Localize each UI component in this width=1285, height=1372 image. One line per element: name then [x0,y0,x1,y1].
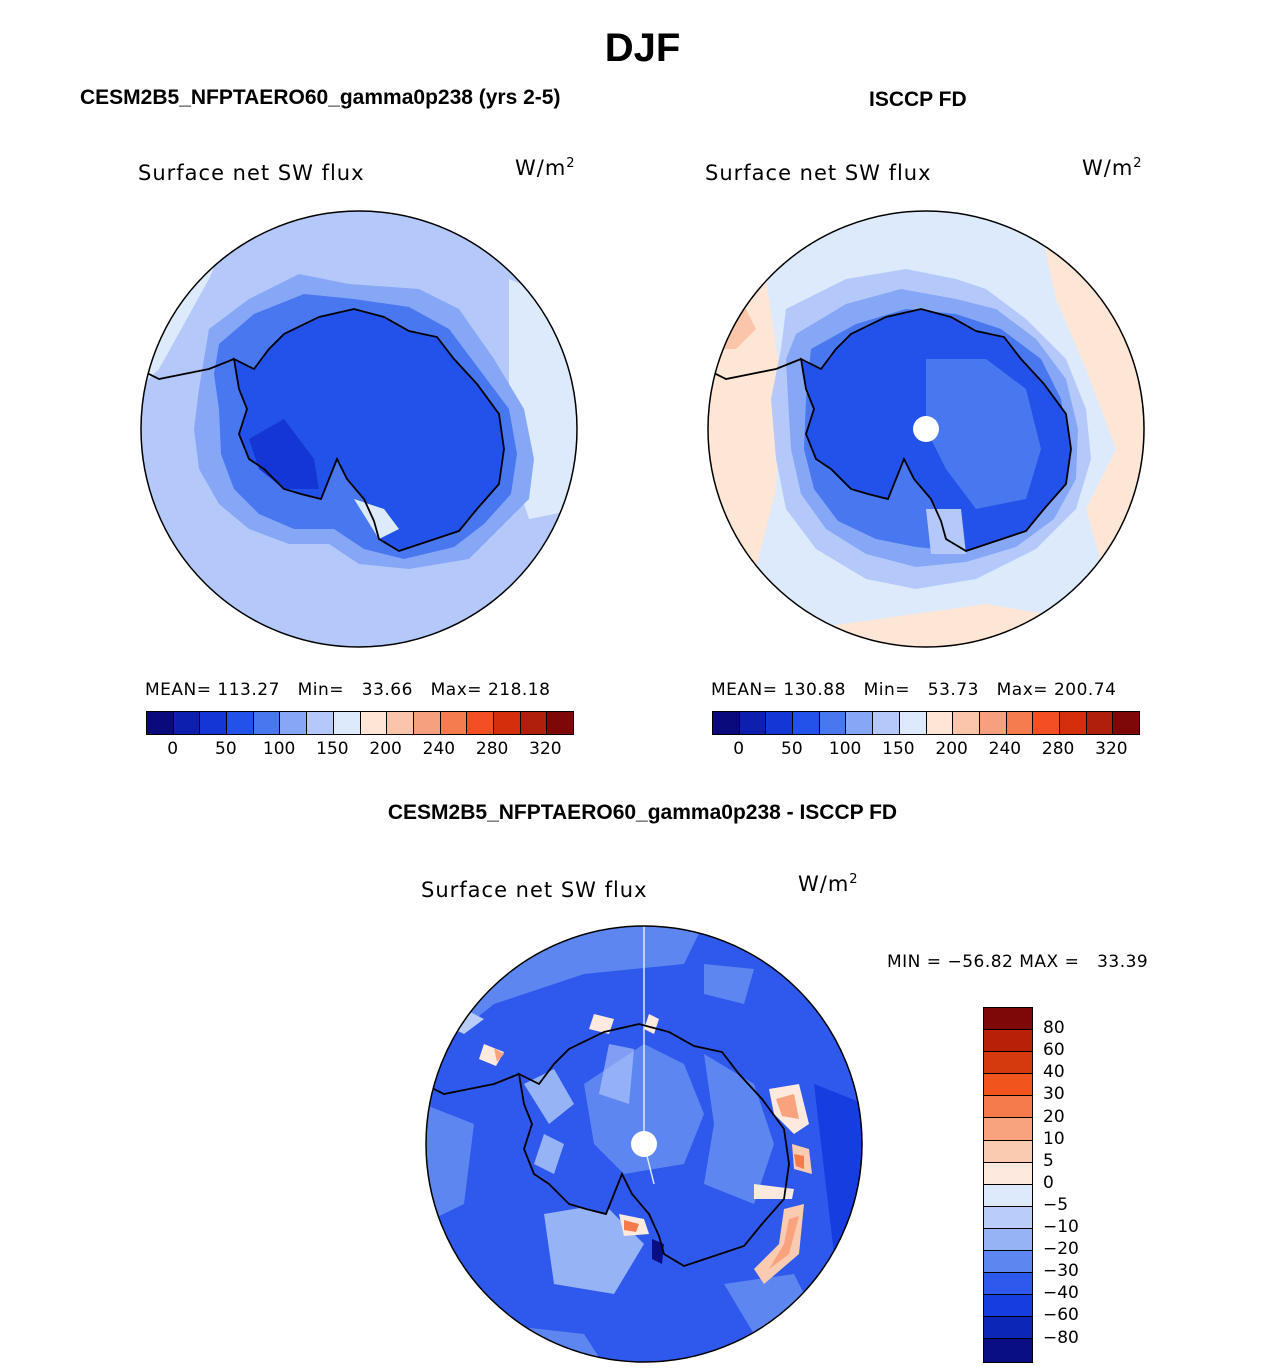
obs-colorbar-cell [1059,712,1087,734]
model-colorbar-cell [413,712,441,734]
diff-colorbar-cell [984,1162,1032,1185]
model-units: W/m2 [515,156,576,180]
diff-colorbar-cell [984,1096,1032,1119]
diff-colorbar-tick-label: −10 [1043,1217,1079,1237]
diff-units: W/m2 [798,872,859,896]
diff-colorbar-cell [984,1251,1032,1274]
diff-colorbar-cell [984,1008,1032,1031]
obs-colorbar-cell [1113,712,1139,734]
model-colorbar-tick-label: 100 [262,739,296,759]
model-colorbar-tick-label: 0 [167,739,179,759]
diff-colorbar-tick-label: −60 [1043,1305,1079,1326]
obs-colorbar-tick-label: 0 [733,739,745,759]
obs-colorbar-cell [873,712,900,734]
diff-colorbar-cell [984,1295,1032,1318]
diff-colorbar-cell [984,1052,1032,1075]
obs-map [707,210,1145,648]
model-colorbar [146,711,574,735]
obs-colorbar-tick-label: 320 [1095,739,1128,759]
model-colorbar-cell [387,712,414,734]
diff-colorbar-tick-label: −80 [1043,1327,1079,1348]
model-colorbar-cell [440,712,468,734]
model-colorbar-cell [360,712,388,734]
obs-colorbar-tick-label: 100 [828,739,862,759]
diff-variable-label: Surface net SW flux [421,878,648,902]
diff-colorbar-cell [984,1074,1032,1097]
diff-colorbar-tick-label: −20 [1043,1239,1079,1260]
diff-panel-title: CESM2B5_NFPTAERO60_gamma0p238 - ISCCP FD [387,801,898,824]
diff-colorbar-tick-label: 30 [1043,1084,1065,1105]
diff-colorbar-tick-label: 0 [1043,1172,1054,1193]
obs-colorbar-cell [793,712,820,734]
model-colorbar-cell [493,712,521,734]
obs-panel-title: ISCCP FD [869,88,967,111]
diff-colorbar [983,1007,1033,1363]
model-variable-label: Surface net SW flux [138,161,365,185]
model-colorbar-cell [227,712,254,734]
model-colorbar-cell [520,712,548,734]
diff-colorbar-tick-label: 5 [1043,1150,1054,1171]
obs-stats: MEAN= 130.88 Min= 53.73 Max= 200.74 [711,680,1117,700]
diff-colorbar-cell [984,1228,1032,1252]
obs-colorbar-cell [1006,712,1034,734]
diff-colorbar-cell [984,1184,1032,1207]
diff-colorbar-tick-label: 10 [1043,1128,1065,1149]
diff-colorbar-tick-label: 60 [1043,1040,1065,1061]
model-colorbar-tick-label: 150 [316,739,349,759]
obs-units: W/m2 [1082,156,1143,180]
model-colorbar-cell [547,712,573,734]
obs-colorbar-tick-label: 280 [1041,739,1075,759]
diff-colorbar-tick-label: 40 [1043,1062,1065,1083]
obs-colorbar-cell [953,712,980,734]
obs-colorbar [712,711,1140,735]
model-colorbar-tick-label: 50 [215,739,237,759]
diff-colorbar-cell [984,1030,1032,1053]
diff-colorbar-tick-label: 20 [1043,1106,1065,1127]
model-panel-title: CESM2B5_NFPTAERO60_gamma0p238 (yrs 2-5) [80,86,561,109]
model-colorbar-cell [333,712,361,734]
model-map [140,210,578,648]
model-colorbar-tick-label: 280 [475,739,509,759]
obs-colorbar-cell [819,712,847,734]
obs-colorbar-tick-label: 150 [882,739,915,759]
model-colorbar-cell [200,712,228,734]
obs-colorbar-cell [846,712,874,734]
model-colorbar-cell [280,712,308,734]
obs-colorbar-cell [1086,712,1114,734]
model-stats: MEAN= 113.27 Min= 33.66 Max= 218.18 [145,680,551,700]
model-colorbar-tick-label: 200 [369,739,402,759]
obs-variable-label: Surface net SW flux [705,161,932,185]
diff-map [425,925,863,1363]
obs-colorbar-cell [899,712,927,734]
diff-minmax: MIN = −56.82 MAX = 33.39 [887,952,1149,972]
model-colorbar-cell [147,712,174,734]
obs-colorbar-cell [1033,712,1060,734]
model-colorbar-cell [253,712,281,734]
obs-colorbar-cell [926,712,954,734]
diff-colorbar-tick-label: 80 [1043,1018,1065,1039]
diff-colorbar-cell [984,1273,1032,1296]
diff-colorbar-cell [984,1140,1032,1163]
model-colorbar-tick-label: 320 [529,739,562,759]
diff-colorbar-cell [984,1339,1032,1362]
figure-title: DJF [604,26,681,70]
obs-colorbar-cell [766,712,794,734]
obs-colorbar-cell [739,712,767,734]
obs-colorbar-tick-label: 200 [935,739,968,759]
diff-colorbar-cell [984,1118,1032,1141]
obs-colorbar-cell [713,712,740,734]
model-colorbar-cell [173,712,201,734]
model-colorbar-tick-label: 240 [422,739,456,759]
model-colorbar-cell [307,712,334,734]
model-colorbar-cell [467,712,494,734]
obs-colorbar-cell [979,712,1007,734]
diff-colorbar-cell [984,1206,1032,1229]
diff-colorbar-tick-label: −30 [1043,1261,1079,1282]
diff-colorbar-tick-label: −5 [1043,1194,1069,1215]
obs-colorbar-tick-label: 240 [988,739,1022,759]
diff-colorbar-cell [984,1317,1032,1340]
diff-colorbar-tick-label: −40 [1043,1283,1079,1304]
obs-colorbar-tick-label: 50 [781,739,803,759]
